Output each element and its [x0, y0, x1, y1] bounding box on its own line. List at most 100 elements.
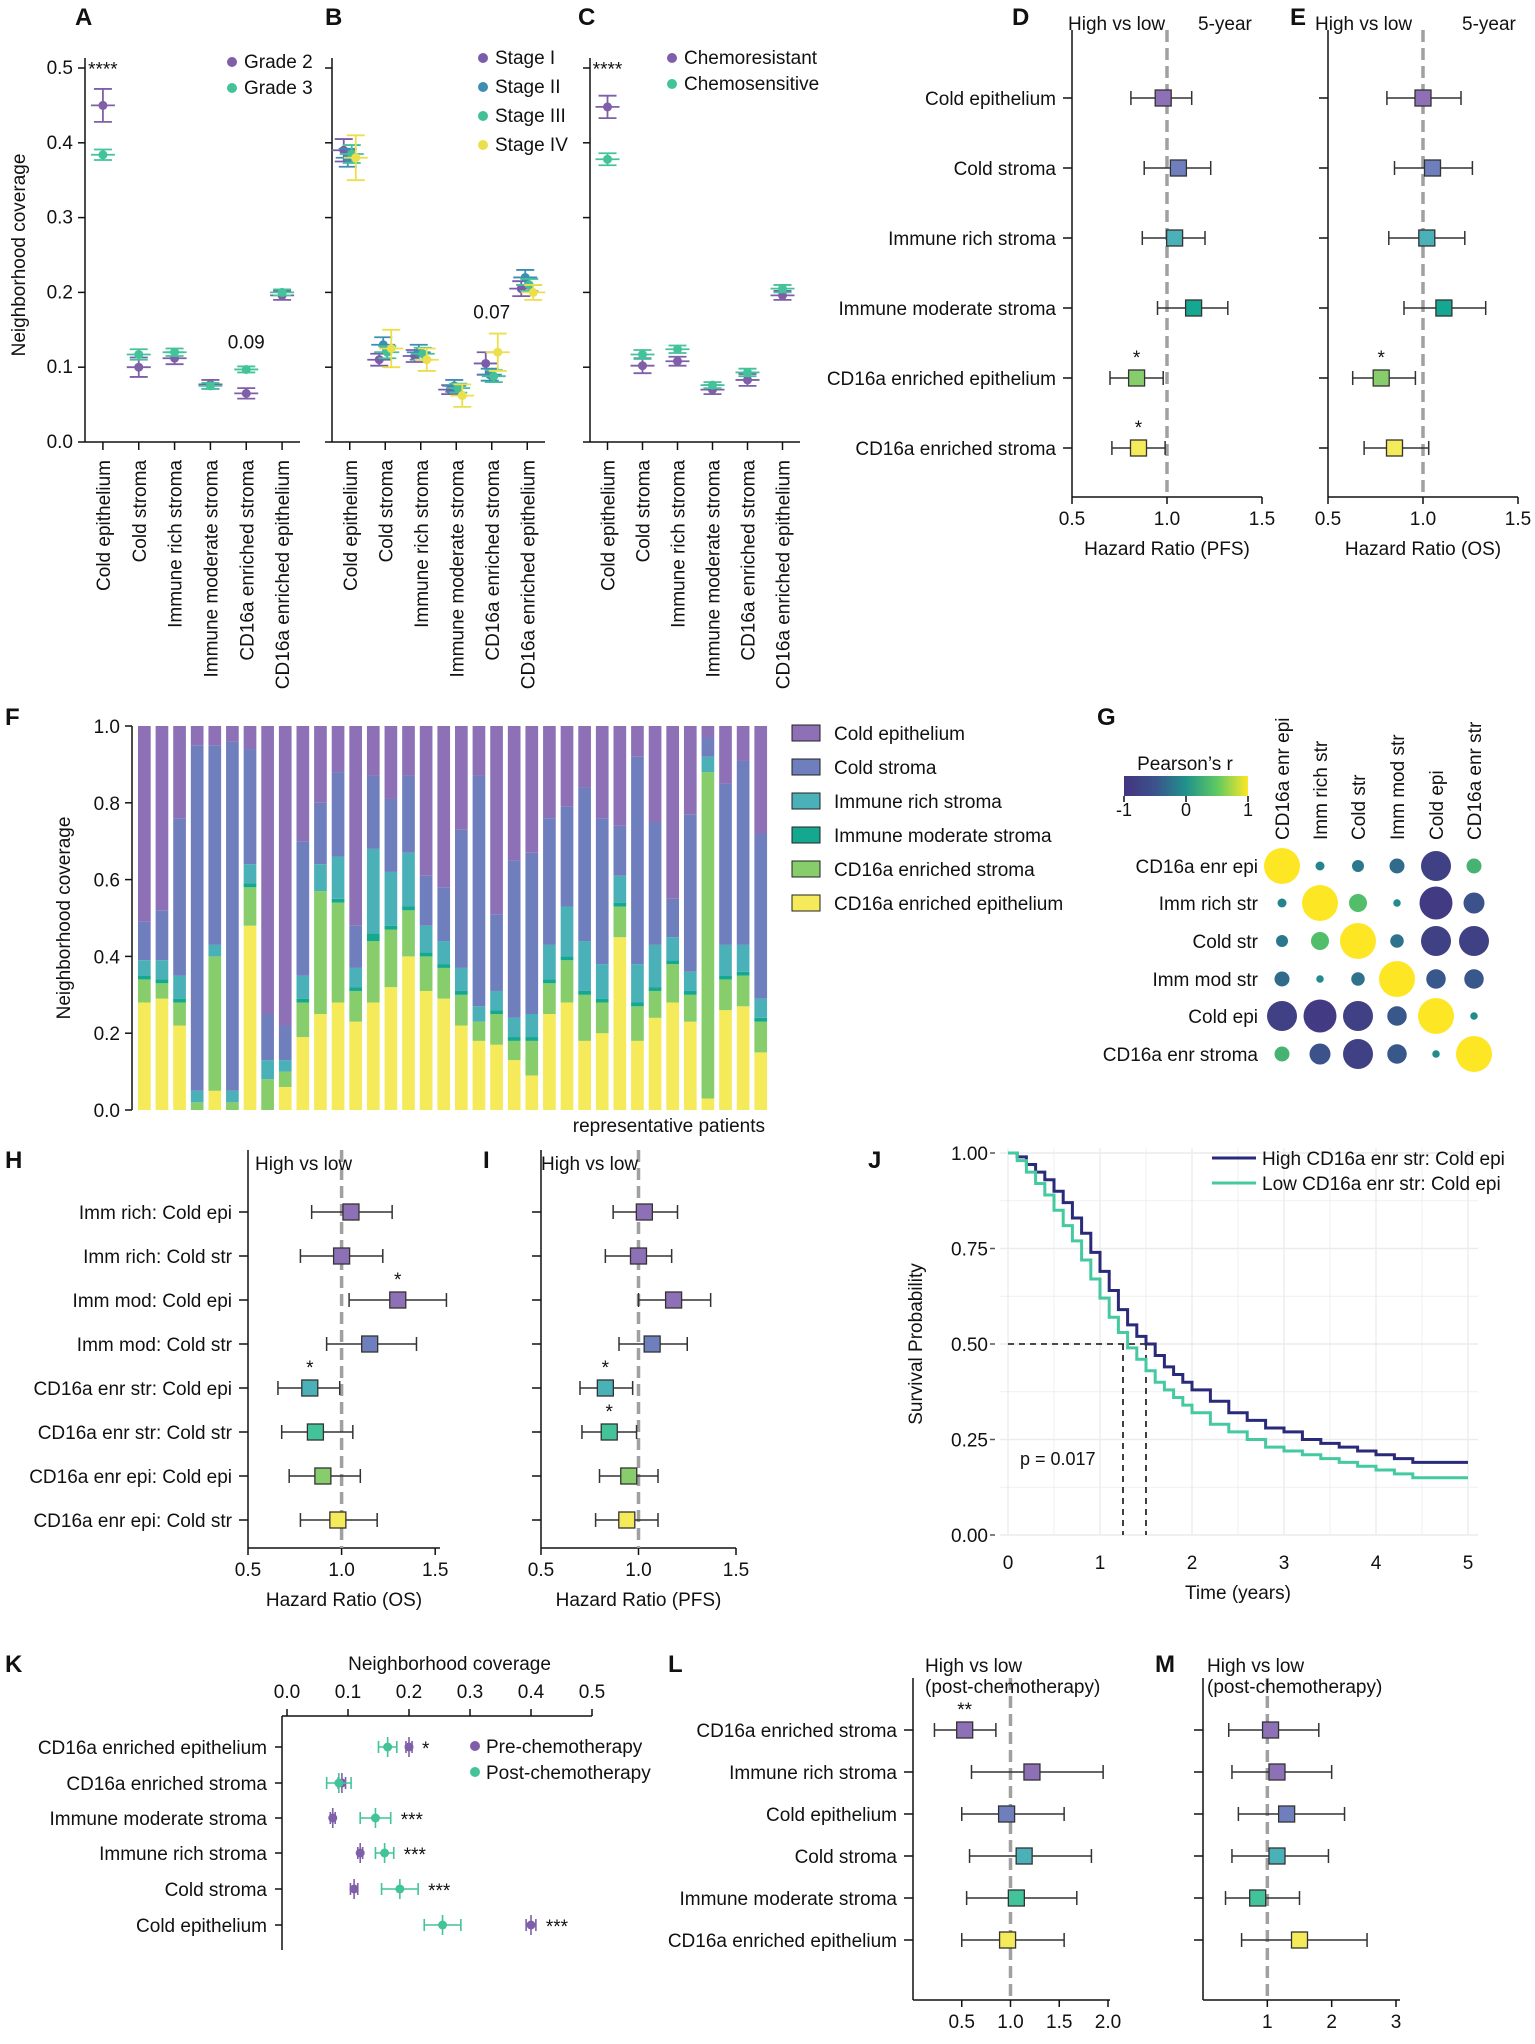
data-point: [493, 347, 503, 357]
correlation-bubble: [1379, 961, 1415, 997]
bar-segment: [701, 772, 715, 1099]
bar-segment: [507, 1040, 521, 1061]
x-tick-label: CD16a enriched epithelium: [273, 460, 294, 689]
x-tick-label: 0.5: [1059, 509, 1085, 530]
correlation-bubble: [1303, 999, 1337, 1033]
bar-segment: [455, 994, 468, 1026]
bar-segment: [754, 998, 768, 1018]
p-value: p = 0.017: [1020, 1449, 1096, 1469]
x-tick-label: 0.0: [274, 1682, 300, 1703]
x-tick-label: 1: [1262, 2012, 1273, 2033]
bar-segment: [631, 1002, 644, 1007]
x-tick-label: Immune rich stroma: [166, 460, 187, 628]
bar-segment: [331, 898, 345, 903]
bar-segment: [525, 1040, 539, 1076]
data-point: [673, 344, 682, 354]
bar-segment: [525, 1075, 539, 1110]
panel-letter-A: A: [75, 4, 92, 31]
data-point: [98, 100, 108, 110]
bar-segment: [525, 852, 539, 1014]
significance-star: *: [394, 1270, 402, 1291]
bar-segment: [138, 726, 151, 922]
bar-segment: [666, 960, 680, 965]
bar-segment: [736, 1006, 750, 1110]
bar-segment: [208, 726, 222, 746]
bar-segment: [243, 925, 257, 1110]
bar-segment: [490, 914, 503, 991]
bar-segment: [173, 998, 186, 1003]
bar-segment: [543, 818, 556, 945]
data-point: [134, 362, 144, 372]
row-label: CD16a enr epi: Cold str: [33, 1511, 232, 1532]
y-tick-label: 0.0: [94, 1101, 120, 1122]
y-tick-label: 0.2: [94, 1024, 120, 1045]
panel-letter-L: L: [668, 1651, 683, 1678]
x-tick-label: Immune moderate stroma: [704, 460, 725, 678]
annotation: ****: [593, 59, 623, 80]
x-tick-label: Immune rich stroma: [669, 460, 690, 628]
legend-marker: [667, 79, 677, 89]
bar-segment: [278, 1071, 292, 1087]
bar-segment: [243, 887, 257, 926]
legend-marker: [667, 53, 677, 63]
column-label: CD16a enr str: [1465, 721, 1486, 840]
column-label: CD16a enr epi: [1273, 717, 1294, 840]
bar-segment: [208, 1090, 222, 1110]
row-label: CD16a enriched epithelium: [38, 1738, 267, 1759]
bar-segment: [243, 726, 257, 750]
bar-segment: [648, 822, 662, 945]
hr-marker: [1249, 1889, 1267, 1907]
data-point: [277, 287, 287, 297]
bar-segment: [331, 902, 345, 1003]
correlation-bubble: [1276, 935, 1288, 947]
y-tick-label: 1.00: [951, 1144, 988, 1165]
bar-segment: [578, 726, 591, 788]
header-left: High vs low: [1068, 14, 1165, 35]
bar-segment: [683, 1021, 697, 1110]
bar-segment: [437, 941, 451, 965]
correlation-bubble: [1390, 934, 1404, 948]
panel-K: Neighborhood coverage 0.0 0.1 0.2 0.3 0.4 0.5 C…: [38, 1654, 651, 1950]
hr-marker: [596, 1379, 614, 1397]
x-axis-label: Hazard Ratio (OS): [933, 2042, 1089, 2044]
bar-segment: [455, 726, 468, 830]
row-label: CD16a enr str: Cold epi: [33, 1379, 232, 1400]
legend-label: Stage III: [495, 106, 566, 127]
hr-marker: [1007, 1889, 1025, 1907]
row-label: Immune moderate stroma: [838, 299, 1056, 320]
bar-segment: [472, 1040, 486, 1110]
bar-segment: [631, 726, 644, 757]
bar-segment: [490, 1044, 503, 1110]
x-axis-label: Hazard Ratio (PFS): [556, 1590, 722, 1611]
data-point: [370, 1813, 380, 1823]
data-point: [395, 1884, 405, 1894]
bar-segment: [349, 1021, 363, 1110]
bar-segment: [366, 933, 380, 942]
header-left: High vs low: [1207, 1656, 1304, 1677]
bar-segment: [631, 964, 644, 1003]
header-right: 5-year: [1462, 14, 1517, 35]
bar-segment: [173, 818, 186, 976]
bar-segment: [754, 1017, 768, 1022]
x-tick-label: 1.0: [1410, 509, 1436, 530]
row-label: Immune rich stroma: [729, 1763, 897, 1784]
legend-label: Chemosensitive: [684, 74, 819, 95]
data-point: [708, 380, 717, 390]
hr-marker: [620, 1467, 638, 1485]
bar-segment: [314, 1014, 327, 1110]
bar-segment: [402, 956, 415, 1110]
bar-segment: [349, 925, 363, 968]
row-label: Imm rich: Cold str: [83, 1247, 233, 1268]
hr-marker: [1435, 299, 1453, 317]
x-tick-label: CD16a enriched stroma: [739, 460, 760, 661]
x-tick-label: 1.0: [1154, 509, 1180, 530]
x-tick-label: 2: [1326, 2012, 1337, 2033]
bar-segment: [296, 726, 310, 842]
bar-segment: [208, 944, 222, 957]
header-left: High vs low: [541, 1154, 638, 1175]
header-left: High vs low: [255, 1154, 352, 1175]
correlation-bubble: [1387, 1044, 1407, 1064]
bar-segment: [683, 726, 697, 815]
